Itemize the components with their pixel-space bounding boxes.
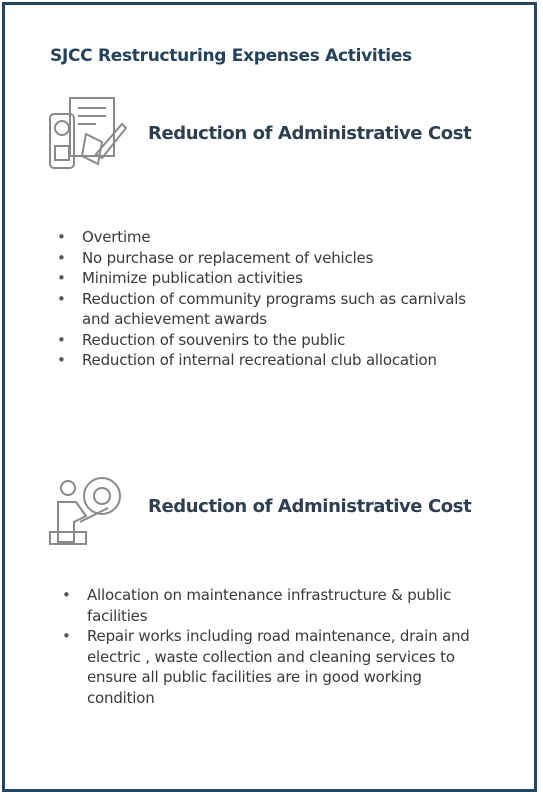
bullet-list: Allocation on maintenance infrastructure… <box>62 585 492 708</box>
maintenance-icon <box>49 477 121 545</box>
section-heading: Reduction of Administrative Cost <box>148 123 472 144</box>
bullet-item: Reduction of community programs such as … <box>57 289 497 330</box>
bullet-item: Allocation on maintenance infrastructure… <box>62 585 492 626</box>
title: SJCC Restructuring Expenses Activities <box>50 46 412 66</box>
bullet-item: No purchase or replacement of vehicles <box>57 248 497 269</box>
finance-icon <box>49 97 128 169</box>
bullet-item: Reduction of internal recreational club … <box>57 350 497 371</box>
bullet-item: Overtime <box>57 227 497 248</box>
bullet-item: Reduction of souvenirs to the public <box>57 330 497 351</box>
bullet-item: Repair works including road maintenance,… <box>62 626 492 708</box>
bullet-item: Minimize publication activities <box>57 268 497 289</box>
section-heading: Reduction of Administrative Cost <box>148 496 472 517</box>
page: SJCC Restructuring Expenses Activities R… <box>0 0 543 773</box>
bullet-list: OvertimeNo purchase or replacement of ve… <box>57 227 497 371</box>
